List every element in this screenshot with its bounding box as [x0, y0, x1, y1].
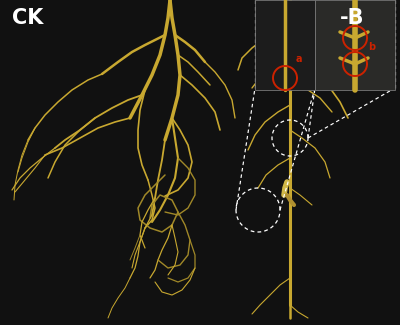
Text: -B: -B — [340, 8, 364, 28]
Text: CK: CK — [12, 8, 43, 28]
FancyBboxPatch shape — [315, 0, 395, 90]
Text: b: b — [368, 42, 375, 52]
Text: a: a — [296, 54, 302, 64]
FancyBboxPatch shape — [255, 0, 315, 90]
